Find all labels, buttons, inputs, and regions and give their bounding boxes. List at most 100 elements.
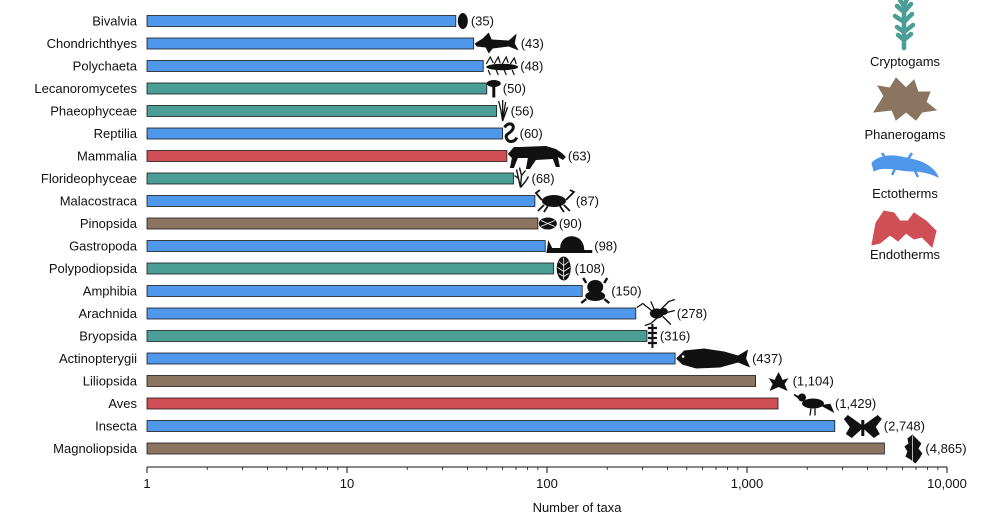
value-label: (278) (677, 306, 707, 321)
value-label: (63) (568, 149, 591, 164)
value-label: (68) (532, 171, 555, 186)
fern-icon (556, 256, 571, 281)
category-label: Lecanoromycetes (34, 81, 137, 96)
bars-layer: Bivalvia (35) Chondrichthyes (43) Polychaeta… (34, 13, 967, 464)
category-label: Amphibia (83, 284, 138, 299)
bar-polypodiopsida (146, 262, 555, 275)
category-label: Liliopsida (83, 374, 138, 389)
x-tick-label: 10,000 (927, 476, 967, 491)
bar-polychaeta (146, 60, 484, 72)
bar-row-phaeophyceae: Phaeophyceae (56) (50, 100, 534, 122)
bar-row-bivalvia: Bivalvia (35) (92, 13, 494, 29)
bar-row-magnoliopsida: Magnoliopsida (4,865) (53, 434, 967, 464)
value-label: (48) (520, 59, 543, 74)
bar-pinopsida (146, 217, 539, 230)
moss-icon (647, 324, 657, 348)
bar-gastropoda (146, 240, 546, 252)
lizard-icon (871, 152, 939, 178)
legend-item-phanerogams: Phanerogams (865, 77, 946, 142)
category-label: Bivalvia (92, 14, 138, 29)
worm-icon (485, 55, 519, 76)
category-label: Mammalia (77, 149, 138, 164)
x-axis-title: Number of taxa (533, 500, 623, 515)
lichen-icon (486, 80, 501, 98)
bar-row-polychaeta: Polychaeta (48) (73, 55, 543, 76)
x-tick-label: 100 (536, 476, 558, 491)
x-axis: 1 10 100 1,000 10,000 Number of taxa (143, 466, 967, 515)
category-label: Magnoliopsida (53, 441, 138, 456)
bar-row-lecanoromycetes: Lecanoromycetes (50) (34, 80, 526, 98)
bar-row-pinopsida: Pinopsida (90) (80, 216, 582, 231)
value-label: (90) (559, 216, 582, 231)
orchid-icon (768, 372, 789, 391)
value-label: (437) (752, 351, 782, 366)
bar-row-mammalia: Mammalia (63) (77, 146, 591, 169)
value-label: (4,865) (925, 441, 966, 456)
category-label: Pinopsida (80, 216, 138, 231)
bar-phaeophyceae (146, 105, 498, 117)
value-label: (1,104) (793, 374, 834, 389)
bar-reptilia (146, 127, 504, 140)
value-label: (1,429) (835, 396, 876, 411)
spider-icon (636, 298, 676, 327)
value-label: (50) (503, 81, 526, 96)
bar-chondrichthyes (146, 37, 475, 50)
bar-bivalvia (146, 15, 457, 27)
cat-icon (507, 146, 566, 169)
value-label: (2,748) (884, 419, 925, 434)
kelp-icon (498, 100, 509, 122)
legend-item-ectotherms: Ectotherms (871, 152, 939, 201)
seaweed-icon (892, 0, 916, 51)
category-label: Florideophyceae (41, 171, 137, 186)
value-label: (150) (611, 284, 641, 299)
category-label: Malacostraca (60, 194, 138, 209)
bar-row-amphibia: Amphibia (150) (83, 277, 642, 304)
bar-aves (146, 397, 779, 410)
bat-icon (871, 210, 937, 248)
value-label: (60) (520, 126, 543, 141)
legend-label: Cryptogams (870, 54, 941, 69)
bar-row-aves: Aves (1,429) (108, 393, 876, 416)
bar-row-polypodiopsida: Polypodiopsida (108) (49, 256, 605, 281)
red-alga-icon (514, 167, 530, 188)
bar-insecta (146, 420, 836, 432)
value-label: (35) (471, 14, 494, 29)
legend: Cryptogams Phanerogams Ectotherms Endotherm… (865, 0, 946, 262)
value-label: (43) (521, 36, 544, 51)
bivalve-icon (457, 13, 468, 29)
category-label: Aves (108, 396, 137, 411)
value-label: (87) (576, 194, 599, 209)
x-tick-label: 1 (143, 476, 150, 491)
shrub-icon (904, 434, 923, 464)
crab-icon (534, 189, 576, 213)
bar-row-actinopterygii: Actinopterygii (437) (59, 348, 782, 369)
bar-lecanoromycetes (146, 82, 488, 95)
x-tick-label: 1,000 (731, 476, 764, 491)
bar-florideophyceae (146, 172, 514, 185)
value-label: (98) (594, 239, 617, 254)
category-label: Polychaeta (73, 59, 138, 74)
x-tick-label: 10 (340, 476, 354, 491)
category-label: Actinopterygii (59, 351, 137, 366)
cone-icon (538, 217, 557, 230)
bar-liliopsida (146, 375, 756, 387)
bar-row-malacostraca: Malacostraca (87) (60, 189, 599, 213)
bar-row-chondrichthyes: Chondrichthyes (43) (47, 32, 544, 54)
value-label: (56) (511, 104, 534, 119)
butterfly-icon (843, 415, 882, 438)
shark-icon (474, 32, 519, 54)
bar-row-bryopsida: Bryopsida (316) (79, 324, 690, 348)
category-label: Gastropoda (69, 239, 138, 254)
category-label: Arachnida (78, 306, 137, 321)
value-label: (316) (660, 329, 690, 344)
bar-arachnida (146, 307, 637, 320)
bar-bryopsida (146, 330, 648, 342)
fish-icon (676, 348, 751, 369)
bar-actinopterygii (146, 352, 676, 365)
category-label: Bryopsida (79, 329, 138, 344)
snail-icon (546, 236, 593, 253)
bar-row-insecta: Insecta (2,748) (95, 415, 925, 438)
legend-label: Endotherms (870, 247, 941, 262)
value-label: (108) (575, 261, 605, 276)
legend-item-endotherms: Endotherms (870, 210, 941, 262)
